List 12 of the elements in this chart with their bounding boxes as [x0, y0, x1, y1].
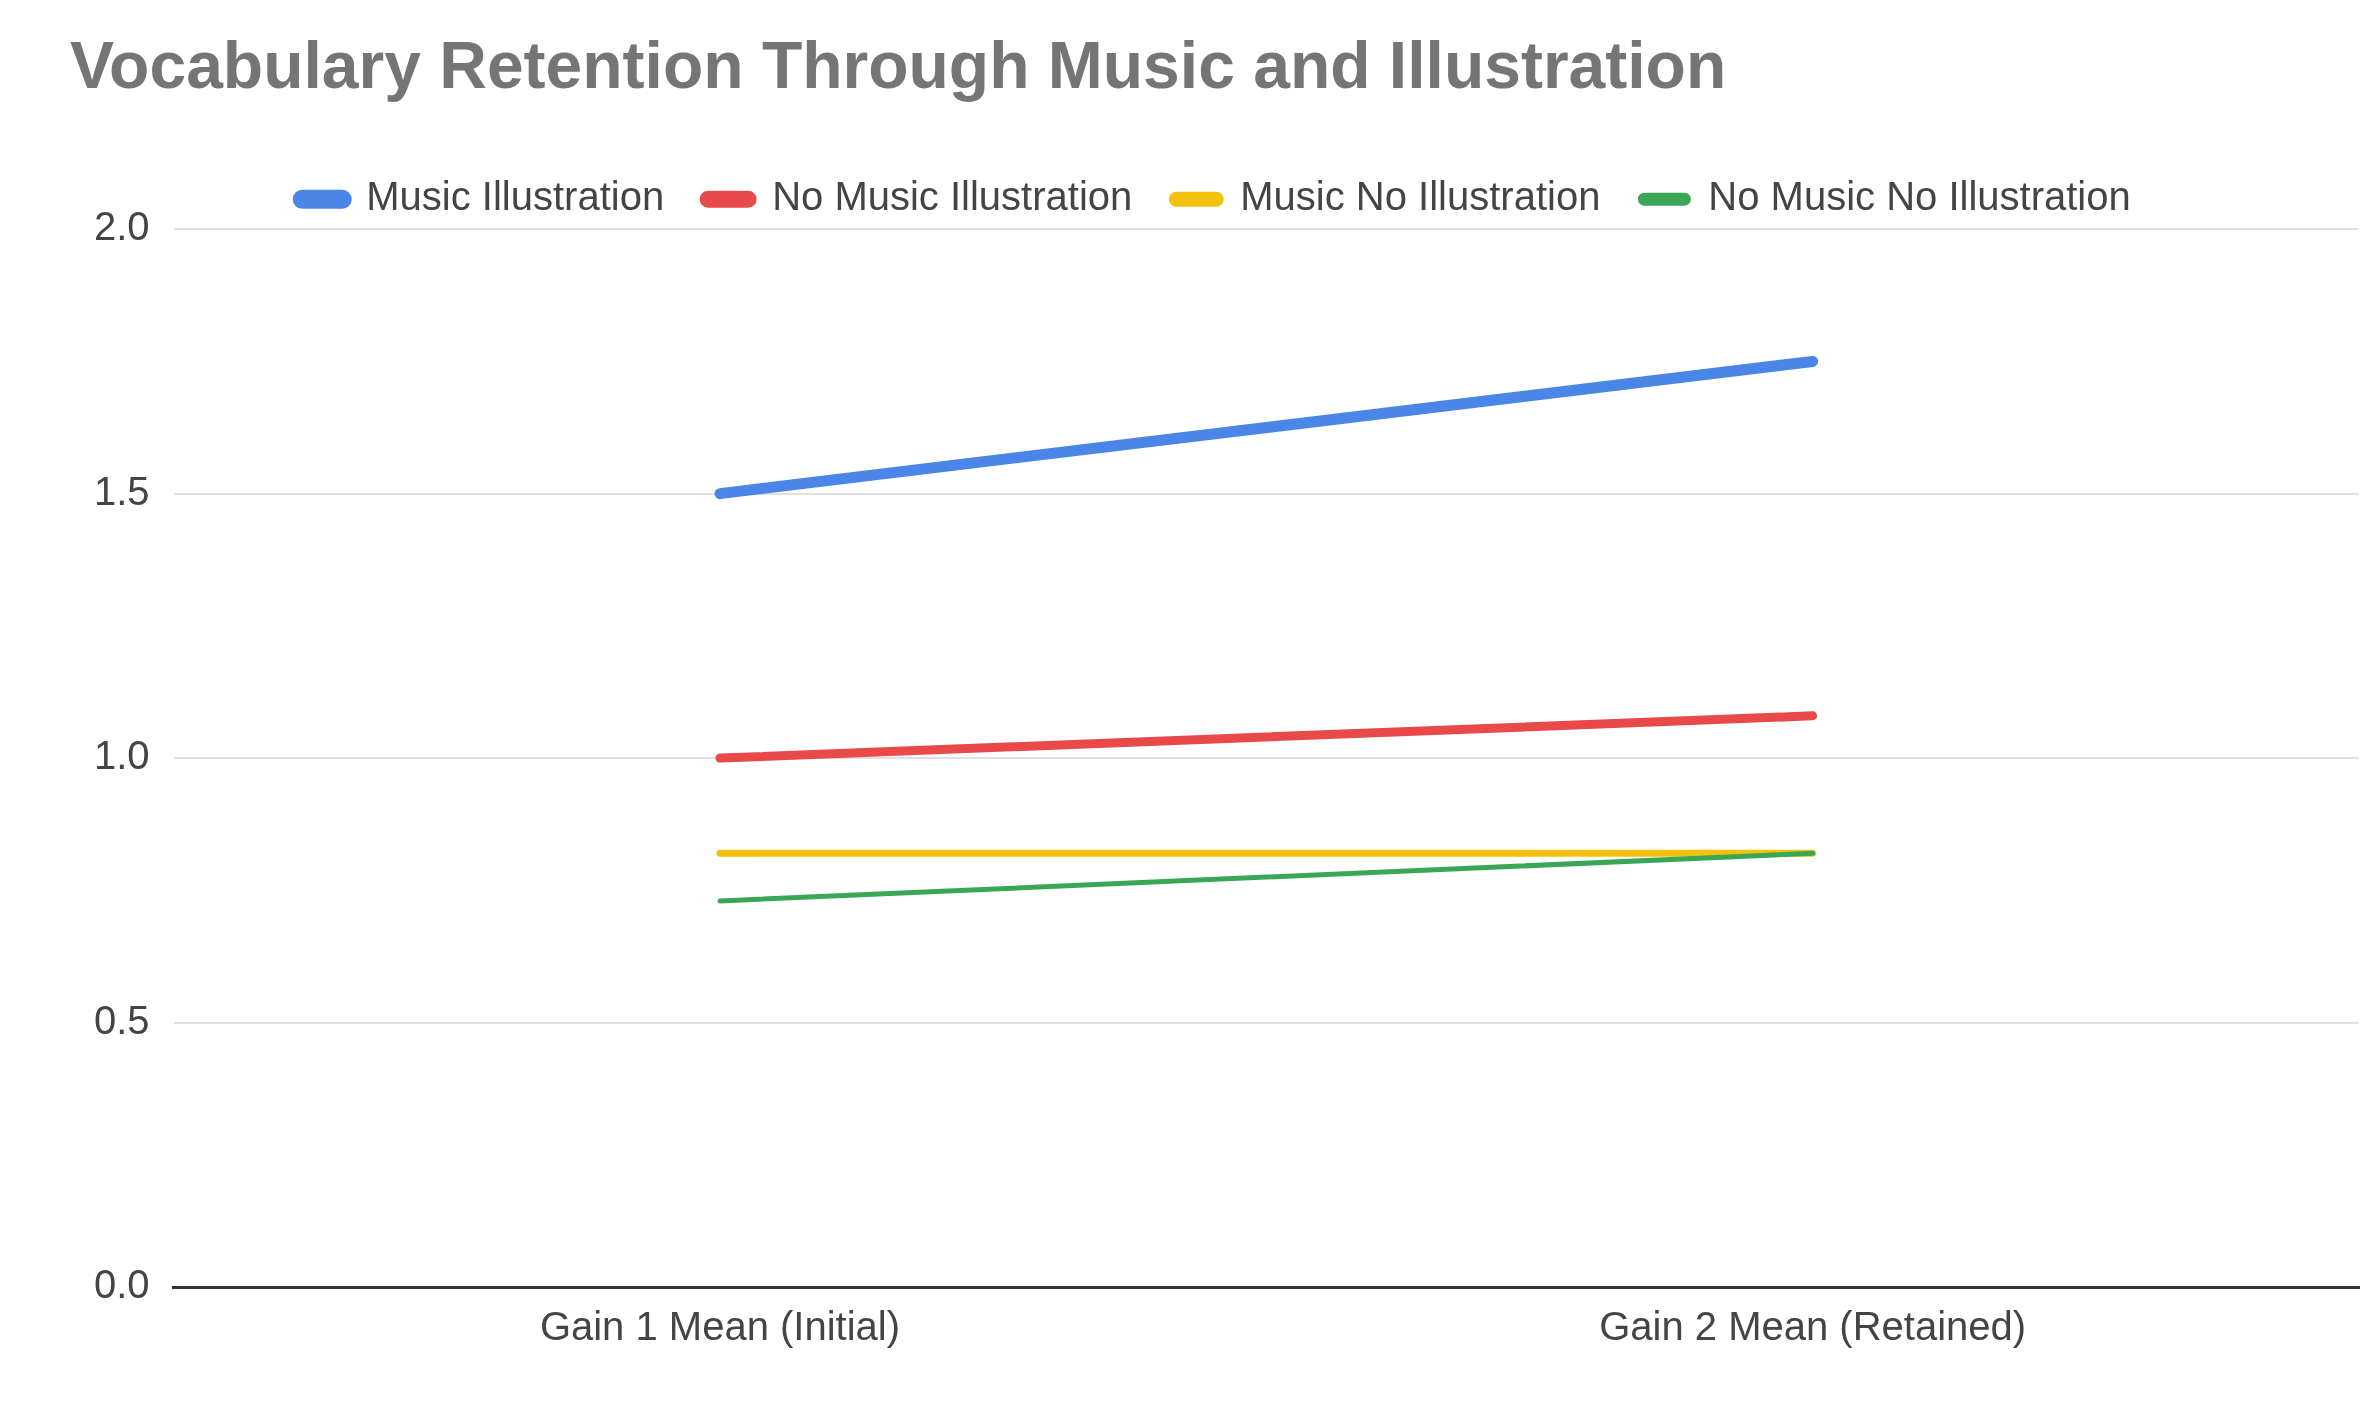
- x-tick-label: Gain 1 Mean (Initial): [539, 1304, 901, 1349]
- y-tick-label: 0.5: [94, 997, 150, 1042]
- y-tick-label: 1.0: [94, 733, 150, 778]
- y-tick-label: 0.0: [94, 1262, 150, 1307]
- legend-label: No Music No Illustration: [1708, 174, 2131, 219]
- legend-label: No Music Illustration: [772, 174, 1133, 219]
- legend-label: Music No Illustration: [1240, 174, 1601, 219]
- chart-title: Vocabulary Retention Through Music and Illustration: [70, 27, 1727, 102]
- y-tick-label: 2.0: [94, 204, 150, 249]
- x-tick-label: Gain 2 Mean (Retained): [1599, 1304, 2027, 1349]
- y-tick-label: 1.5: [94, 468, 150, 513]
- legend-label: Music Illustration: [366, 174, 665, 219]
